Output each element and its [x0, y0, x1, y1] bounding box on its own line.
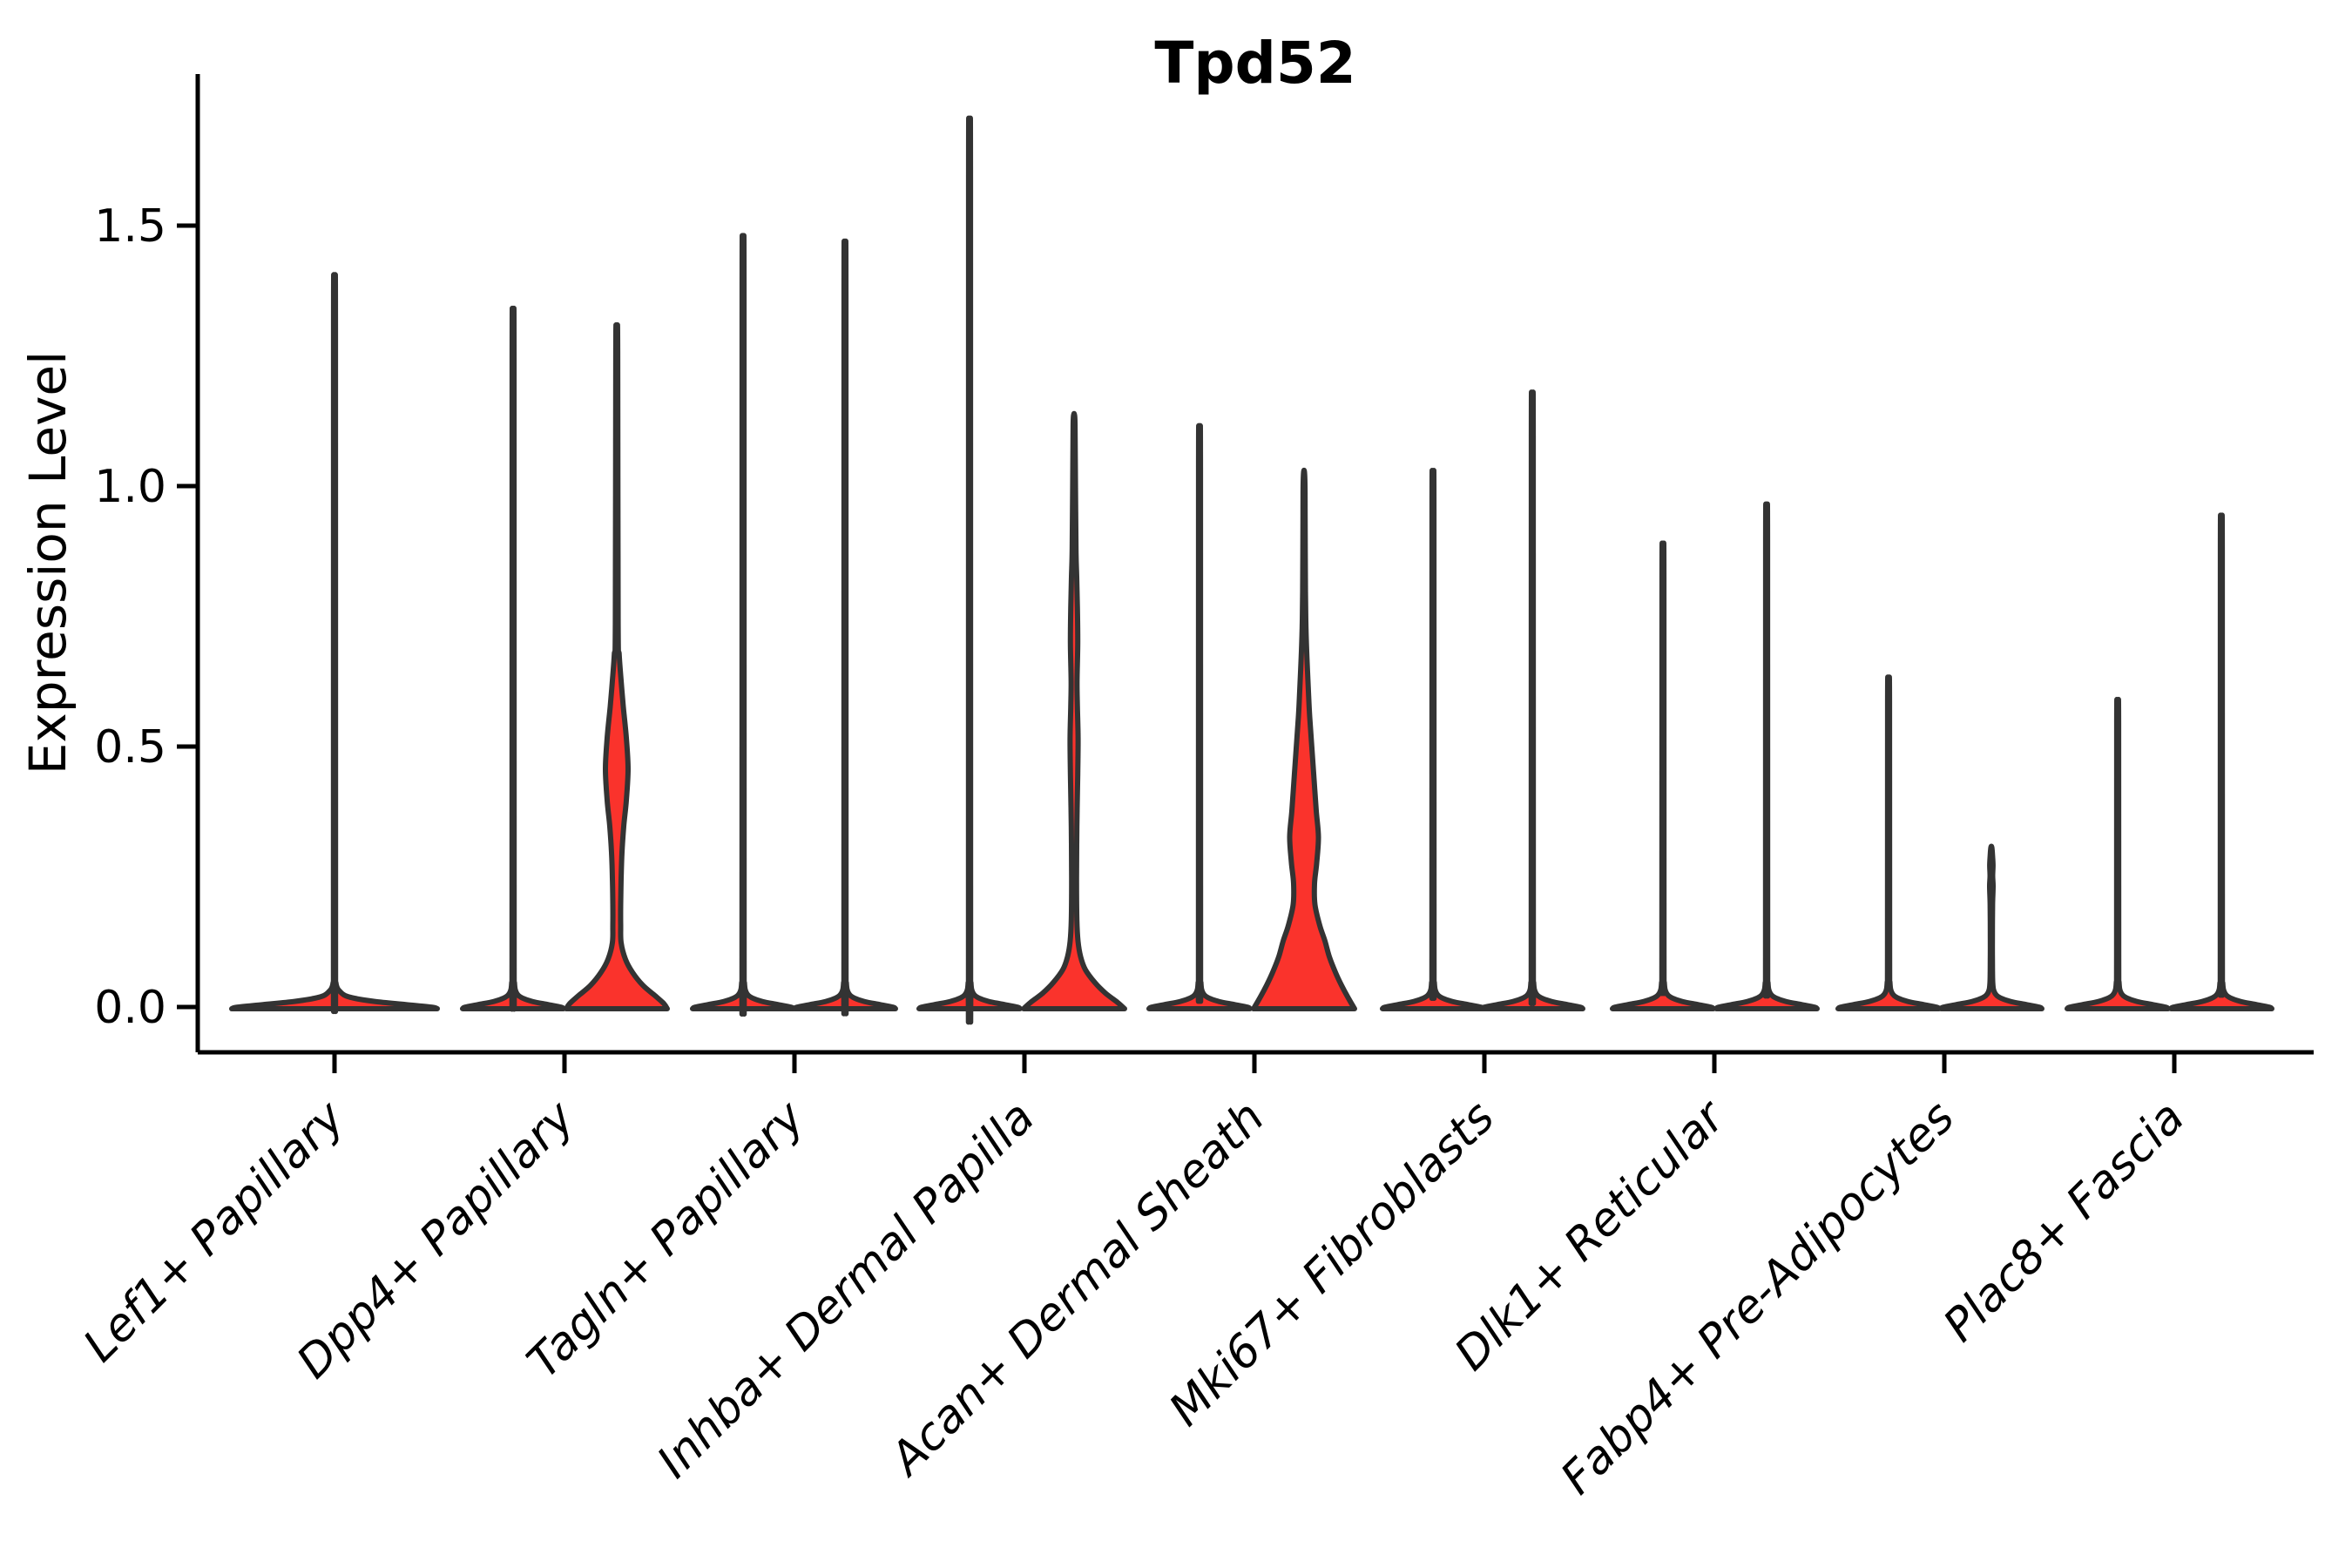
violin-mki67-fibroblasts-right — [1479, 389, 1585, 1011]
violins-group — [229, 115, 2274, 1025]
violin-fabp4-pre-adipocytes-left — [1835, 674, 1942, 1011]
violin-tagln-papillary-left — [690, 233, 796, 1017]
violin-dpp4-papillary-left — [460, 306, 566, 1012]
violin-acan-dermal-sheath-right — [1251, 467, 1357, 1011]
y-tick-label: 0.0 — [94, 982, 166, 1034]
violin-inhba-dermal-papilla-left — [916, 115, 1023, 1025]
violin-plac8-fascia-left — [2065, 697, 2171, 1011]
y-tick-label: 1.5 — [94, 200, 166, 253]
violin-lef1-papillary-single — [229, 272, 440, 1015]
violin-dlk1-reticular-left — [1610, 540, 1716, 1011]
violin-acan-dermal-sheath-left — [1146, 422, 1253, 1011]
y-axis-label: Expression Level — [18, 351, 78, 774]
y-tick-label: 0.5 — [94, 721, 166, 774]
violin-inhba-dermal-papilla-right — [1021, 410, 1127, 1011]
y-ticks-group: 0.0 0.5 1.0 1.5 — [94, 200, 198, 1034]
x-tick-label-plac8-fascia: Plac8+ Fascia — [1934, 1092, 2194, 1352]
violin-fabp4-pre-adipocytes-right — [1938, 843, 2044, 1011]
violin-dlk1-reticular-right — [1713, 501, 1820, 1011]
chart-title: Tpd52 — [1154, 30, 1355, 97]
x-tick-label-fabp4-pre-adipocytes: Fabp4+ Pre-Adipocytes — [1551, 1092, 1965, 1505]
violin-dpp4-papillary-right — [564, 322, 670, 1011]
violin-plac8-fascia-right — [2168, 512, 2274, 1011]
violin-tagln-papillary-right — [792, 238, 898, 1017]
violin-mki67-fibroblasts-left — [1380, 468, 1486, 1011]
x-tick-label-inhba-dermal-papilla: Inhba+ Dermal Papilla — [647, 1092, 1044, 1489]
y-tick-label: 1.0 — [94, 461, 166, 513]
x-tick-label-acan-dermal-sheath: Acan+ Dermal Sheath — [879, 1092, 1274, 1487]
